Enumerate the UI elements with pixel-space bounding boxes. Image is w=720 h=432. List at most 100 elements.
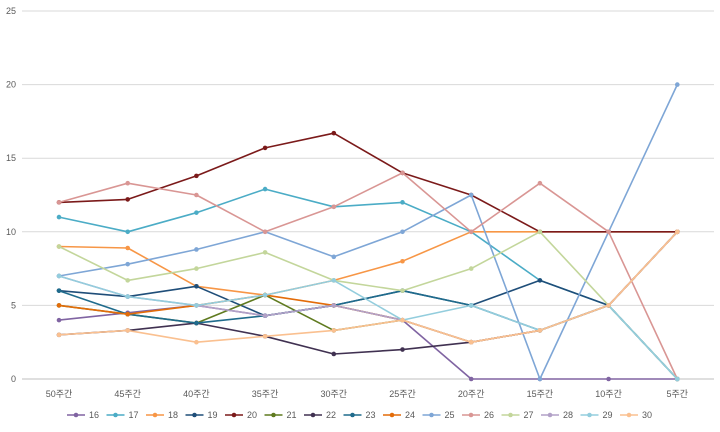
- series-line: [58, 132, 678, 233]
- data-point: [125, 261, 130, 267]
- data-point: [400, 258, 405, 264]
- data-point: [262, 186, 268, 192]
- data-point: [675, 229, 680, 235]
- data-point: [56, 317, 62, 323]
- data-point: [56, 244, 62, 249]
- data-point: [537, 229, 543, 235]
- series-group: [56, 82, 680, 382]
- series-18: [56, 229, 680, 298]
- series-line: [58, 304, 678, 380]
- data-point: [125, 278, 130, 283]
- data-point: [400, 229, 405, 235]
- x-tick-label: 30주간: [321, 389, 348, 399]
- data-point: [400, 170, 405, 176]
- legend-item: 18: [146, 410, 178, 420]
- legend-label: 16: [89, 410, 99, 420]
- data-point: [56, 273, 62, 279]
- legend-item: 24: [383, 410, 415, 420]
- legend-item: 27: [501, 410, 534, 420]
- y-tick-label: 15: [6, 153, 16, 163]
- data-point: [537, 376, 543, 382]
- data-point: [331, 204, 337, 210]
- data-point: [194, 283, 199, 289]
- legend-label: 30: [642, 410, 652, 420]
- data-point: [331, 351, 337, 357]
- legend-item: 16: [67, 410, 99, 420]
- data-point: [56, 214, 62, 220]
- data-point: [194, 339, 199, 345]
- legend-item: 21: [264, 410, 297, 420]
- data-point: [537, 180, 543, 186]
- x-tick-label: 20주간: [458, 389, 485, 399]
- x-tick-label: 10주간: [595, 389, 622, 399]
- legend-marker: [389, 412, 395, 418]
- legend-item: 26: [462, 410, 494, 420]
- series-30: [56, 229, 680, 345]
- legend-item: 29: [580, 410, 613, 420]
- legend-label: 20: [247, 410, 257, 420]
- data-point: [468, 192, 474, 198]
- x-tick-label: 5주간: [667, 389, 689, 399]
- data-point: [468, 339, 474, 345]
- data-point: [331, 328, 337, 333]
- data-point: [675, 82, 680, 87]
- data-point: [56, 200, 62, 205]
- data-point: [468, 303, 474, 308]
- legend-marker: [350, 412, 355, 418]
- legend-marker: [468, 412, 474, 418]
- legend-marker: [310, 412, 316, 418]
- legend-marker: [113, 412, 118, 418]
- legend-marker: [271, 412, 276, 418]
- y-tick-label: 0: [11, 374, 16, 384]
- legend-item: 22: [304, 410, 336, 420]
- data-point: [537, 278, 543, 283]
- data-point: [262, 334, 268, 339]
- legend: 16 17 18 19 20 21 22 23 24 25 26 27 28 29 30: [67, 410, 652, 420]
- legend-item: 19: [185, 410, 218, 420]
- data-point: [194, 303, 199, 308]
- data-point: [331, 130, 337, 136]
- data-point: [468, 376, 474, 382]
- legend-label: 23: [366, 410, 376, 420]
- x-tick-label: 25주간: [389, 389, 416, 399]
- legend-marker: [192, 412, 197, 418]
- data-point: [331, 254, 337, 260]
- data-point: [125, 245, 130, 251]
- legend-label: 26: [484, 410, 494, 420]
- data-point: [262, 229, 268, 235]
- legend-item: 30: [620, 410, 652, 420]
- legend-label: 27: [524, 410, 534, 420]
- series-20: [56, 130, 680, 235]
- data-point: [125, 311, 130, 317]
- data-point: [675, 376, 680, 382]
- data-point: [125, 197, 130, 202]
- legend-marker: [626, 412, 632, 418]
- y-tick-label: 20: [6, 80, 16, 90]
- x-tick-label: 45주간: [114, 389, 141, 399]
- legend-label: 17: [129, 410, 139, 420]
- data-point: [125, 294, 130, 299]
- series-line: [58, 231, 678, 380]
- legend-marker: [587, 412, 592, 418]
- data-point: [194, 320, 199, 326]
- data-point: [125, 328, 130, 333]
- data-point: [468, 266, 474, 271]
- series-25: [56, 82, 680, 382]
- data-point: [262, 250, 268, 255]
- legend-marker: [508, 412, 513, 418]
- x-axis: 50주간 45주간 40주간 35주간 30주간 25주간 20주간 15주간 10주간 5주간: [46, 389, 688, 399]
- data-point: [125, 180, 130, 186]
- data-point: [331, 303, 337, 308]
- data-point: [400, 200, 405, 205]
- data-point: [262, 145, 268, 151]
- legend-marker: [429, 412, 434, 418]
- data-point: [606, 229, 611, 235]
- series-line: [58, 279, 678, 380]
- series-line: [58, 231, 678, 344]
- data-point: [125, 229, 130, 235]
- data-point: [262, 292, 268, 298]
- series-16: [56, 303, 680, 382]
- legend-label: 19: [208, 410, 218, 420]
